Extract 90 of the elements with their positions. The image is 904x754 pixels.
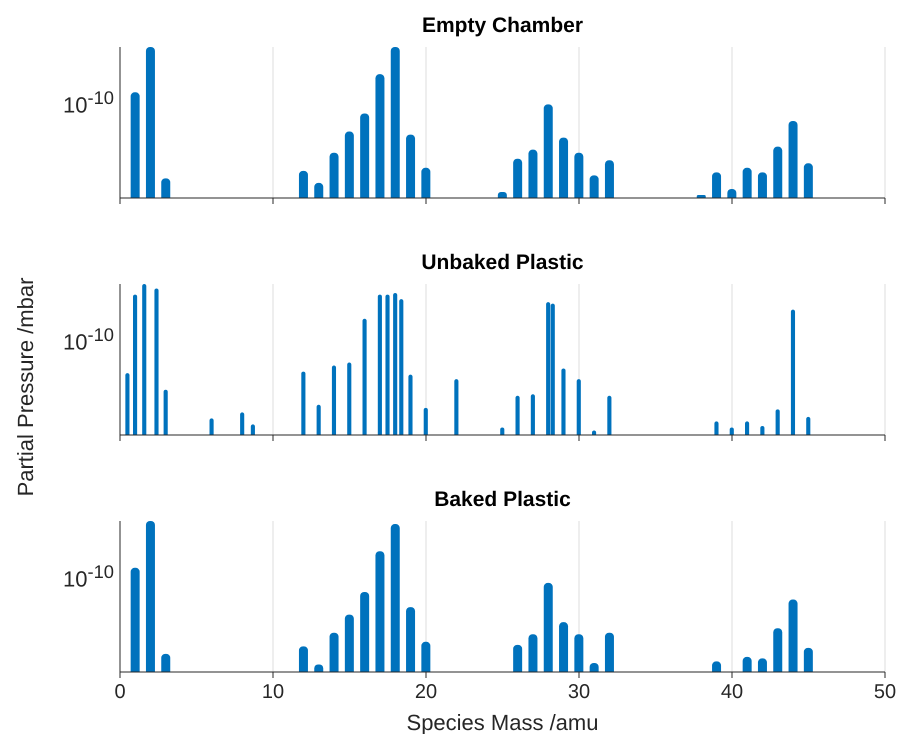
bar	[421, 642, 430, 672]
bar	[530, 394, 535, 435]
bar	[146, 47, 155, 198]
bar	[210, 418, 214, 435]
bar	[607, 396, 612, 435]
bar	[513, 644, 522, 672]
bar	[125, 373, 130, 435]
x-tick-label: 10	[262, 681, 284, 703]
bar	[360, 592, 370, 672]
bar	[130, 92, 140, 198]
x-tick-label: 30	[568, 681, 590, 703]
bar	[745, 421, 750, 435]
bar	[375, 551, 384, 672]
bar	[590, 175, 599, 198]
bar	[390, 524, 400, 672]
bar	[344, 614, 354, 672]
bar	[421, 168, 430, 198]
bar	[314, 182, 324, 198]
bar	[454, 379, 458, 435]
bar	[385, 294, 390, 435]
bar	[154, 288, 159, 435]
chart-title: Baked Plastic	[433, 488, 572, 512]
bar	[776, 409, 780, 435]
bar	[133, 294, 138, 435]
bar	[424, 408, 428, 435]
bar	[758, 172, 767, 198]
bar	[378, 294, 382, 435]
bar	[773, 146, 782, 198]
bar	[161, 654, 170, 672]
bar	[712, 172, 722, 198]
bar	[146, 521, 155, 672]
bar	[804, 163, 813, 198]
bar	[408, 374, 413, 435]
x-tick-label: 50	[874, 681, 896, 703]
bar	[332, 366, 336, 435]
x-tick-label: 0	[114, 681, 126, 703]
bar	[604, 632, 614, 672]
bar	[742, 168, 752, 198]
text: 10$^{-10}$	[63, 87, 114, 118]
bar	[406, 134, 416, 198]
bar	[393, 293, 398, 435]
bar	[142, 284, 146, 435]
bar	[330, 152, 339, 198]
chart-title: Unbaked Plastic	[420, 251, 585, 275]
bar	[513, 158, 522, 198]
bar	[516, 396, 520, 435]
bar	[161, 178, 170, 198]
bar	[301, 372, 306, 435]
bar	[559, 138, 568, 198]
bar	[347, 362, 352, 435]
bar	[130, 568, 140, 672]
x-tick-label: 20	[414, 681, 438, 703]
bar	[240, 412, 244, 435]
bar	[790, 310, 796, 435]
bar	[528, 634, 538, 672]
bar	[742, 656, 752, 672]
bar	[344, 132, 354, 198]
bar	[576, 379, 581, 435]
text: 10$^{-10}$	[63, 561, 114, 592]
bar	[316, 404, 321, 435]
x-tick-label: 40	[720, 681, 744, 703]
bar	[390, 47, 400, 198]
bar	[544, 582, 553, 672]
bar	[714, 421, 719, 435]
bar	[561, 368, 566, 435]
bar	[574, 152, 584, 198]
bar	[773, 628, 782, 672]
bar	[788, 600, 798, 672]
bar	[604, 160, 614, 198]
bar	[806, 416, 810, 435]
y-axis-title: Partial Pressure /mbar	[13, 278, 39, 496]
bar	[559, 622, 568, 672]
bar	[164, 390, 168, 435]
bar	[362, 318, 367, 435]
bar	[544, 104, 553, 198]
bar	[330, 632, 339, 672]
bar	[758, 658, 767, 672]
chart-title: Empty Chamber	[420, 14, 584, 38]
bar	[804, 648, 813, 672]
bar	[528, 150, 538, 198]
bar	[250, 424, 255, 435]
bar	[375, 74, 384, 198]
bar	[399, 299, 404, 435]
bar	[406, 607, 416, 672]
bar	[574, 634, 584, 672]
bar	[298, 170, 308, 198]
bar	[360, 113, 370, 198]
text: 10$^{-10}$	[63, 324, 114, 356]
bar	[298, 646, 308, 672]
bar	[788, 120, 798, 198]
